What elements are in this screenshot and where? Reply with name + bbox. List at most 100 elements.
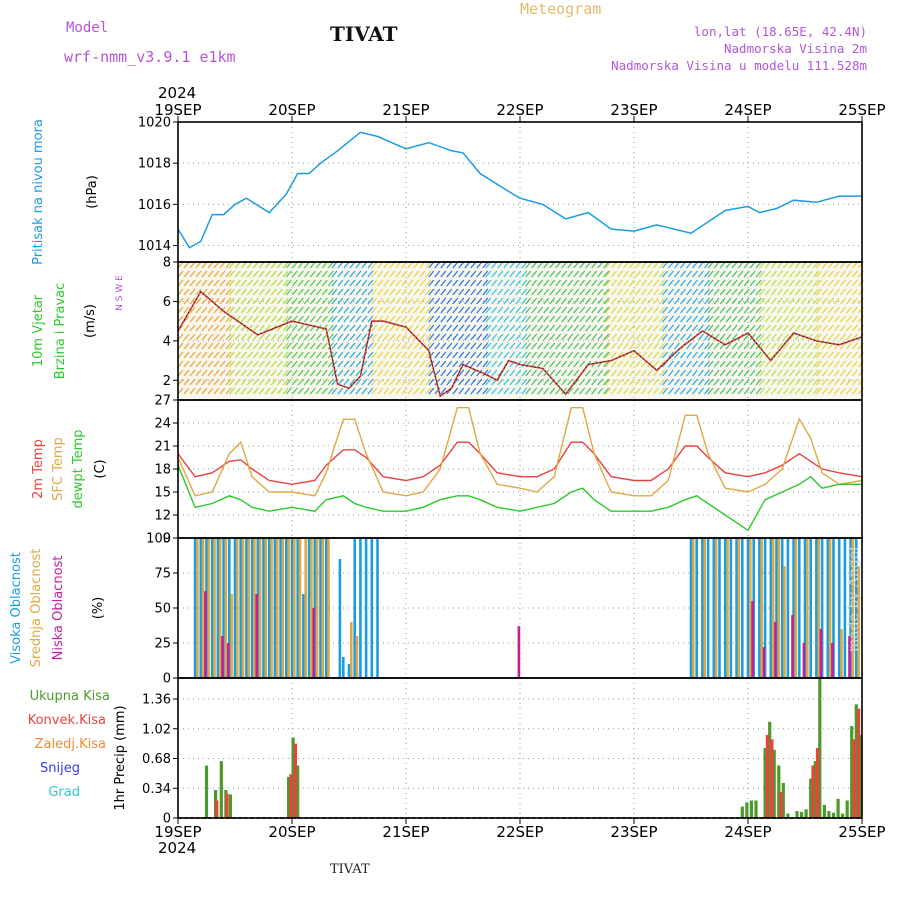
wind-barb	[327, 297, 334, 305]
mid-cloud-bar	[207, 538, 211, 678]
wind-barb	[491, 297, 498, 305]
wind-barb	[770, 270, 777, 278]
wind-barb	[228, 315, 235, 323]
wind-barb	[821, 270, 828, 278]
wind-barb	[515, 387, 522, 395]
wind-barb	[845, 360, 852, 368]
wind-barb	[189, 351, 196, 359]
wind-barb	[776, 369, 783, 377]
wind-barb	[515, 315, 522, 323]
wind-barb	[428, 387, 435, 395]
wind-barb	[337, 261, 344, 269]
wind-compass: N S W E	[115, 275, 125, 311]
wind-barb	[605, 342, 611, 350]
total-precip-bar	[845, 800, 849, 818]
wind-barb	[407, 297, 414, 305]
wind-barb	[579, 387, 586, 395]
wind-barb	[743, 297, 750, 305]
wind-barb	[195, 315, 202, 323]
wind-barb	[264, 288, 271, 296]
wind-barb	[743, 342, 750, 350]
wind-barb	[482, 288, 489, 296]
wind-barb	[521, 288, 528, 296]
wind-barb	[827, 315, 834, 323]
wind-barb	[428, 288, 435, 296]
high-cloud-bar	[338, 559, 342, 678]
wind-barb	[377, 279, 384, 287]
wind-barb	[246, 369, 253, 377]
high-cloud-bar	[245, 538, 248, 678]
wind-barb	[395, 297, 402, 305]
wind-barb	[377, 297, 384, 305]
clouds-tick-label: 100	[146, 532, 171, 547]
wind-barb	[815, 333, 822, 341]
wind-barb	[743, 369, 750, 377]
wind-barb	[355, 315, 362, 323]
wind-barb	[573, 270, 580, 278]
wind-tick-label: 6	[163, 295, 171, 310]
model-name: wrf-nmm_v3.9.1 e1km	[64, 48, 236, 66]
wind-barb	[464, 387, 471, 395]
wind-barb	[800, 324, 807, 332]
wind-barb	[264, 315, 271, 323]
wind-barb	[770, 297, 777, 305]
wind-barb	[821, 333, 828, 341]
wind-barb	[331, 261, 338, 269]
wind-barb	[189, 360, 196, 368]
wind-barb	[845, 342, 852, 350]
wind-barb	[491, 369, 498, 377]
wind-barb	[707, 342, 714, 350]
wind-barb	[591, 306, 598, 314]
wind-barb	[343, 288, 350, 296]
wind-barb	[234, 315, 241, 323]
wind-barb	[537, 324, 544, 332]
wind-barb	[485, 333, 492, 341]
wind-barb	[485, 261, 492, 269]
wind-barb	[470, 387, 477, 395]
wind-barb	[549, 342, 556, 350]
mid-cloud-bar	[201, 538, 205, 678]
total-precip-bar	[287, 776, 291, 818]
wind-barb	[543, 306, 550, 314]
wind-barb	[476, 261, 483, 269]
wind-barb	[464, 333, 471, 341]
temperature-tick-label: 21	[154, 440, 171, 455]
wind-barb	[561, 279, 568, 287]
wind-barb	[407, 306, 414, 314]
wind-barb	[219, 342, 226, 350]
wind-barb	[458, 297, 465, 305]
wind-barb	[531, 333, 538, 341]
wind-barb	[815, 351, 822, 359]
total-precip-bar	[219, 761, 223, 818]
wind-barb	[282, 261, 289, 269]
wind-barb	[419, 369, 426, 377]
wind-barb	[482, 297, 489, 305]
mid-cloud-bar	[726, 538, 729, 678]
wind-barb	[201, 342, 208, 350]
wind-barb	[383, 351, 390, 359]
wind-barb	[201, 333, 208, 341]
wind-barb	[704, 279, 710, 287]
wind-barb	[635, 324, 641, 332]
wind-barb	[782, 387, 789, 395]
wind-barb	[725, 378, 732, 386]
wind-barb	[537, 360, 544, 368]
wind-barb	[713, 261, 720, 269]
wind-barb	[240, 342, 247, 350]
wind-barb	[309, 315, 316, 323]
wind-barb	[303, 387, 310, 395]
wind-barb	[440, 297, 447, 305]
wind-barb	[377, 360, 384, 368]
wind-barb	[845, 387, 852, 395]
wind-barb	[413, 387, 420, 395]
wind-barb	[635, 288, 641, 296]
wind-barb	[452, 261, 459, 269]
wind-barb	[788, 306, 795, 314]
wind-barb	[749, 315, 756, 323]
wind-barb	[476, 351, 483, 359]
wind-barb	[189, 261, 196, 269]
wind-barb	[758, 279, 765, 287]
wind-barb	[401, 333, 408, 341]
wind-barb	[440, 315, 447, 323]
wind-barb	[276, 351, 283, 359]
